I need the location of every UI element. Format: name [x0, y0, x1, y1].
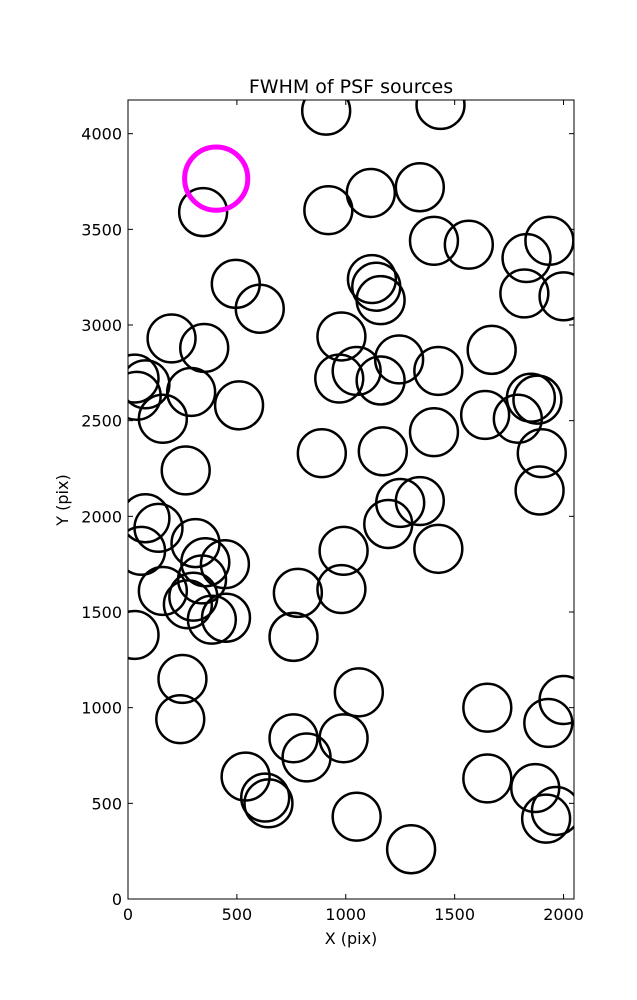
- chart-title: FWHM of PSF sources: [249, 76, 453, 98]
- psf-source-point-24: [137, 393, 189, 444]
- psf-source-point-21: [128, 353, 160, 404]
- psf-source-point-1: [415, 100, 466, 131]
- plot-frame: [127, 99, 575, 900]
- psf-source-point-41: [514, 465, 565, 516]
- y-tick-label-0: 0: [112, 890, 122, 909]
- psf-source-point-56: [186, 594, 238, 645]
- psf-source-point-79: [331, 791, 382, 842]
- psf-source-point-38: [296, 427, 348, 479]
- psf-source-point-17: [146, 313, 197, 364]
- psf-source-point-4: [345, 167, 397, 219]
- psf-source-point-11: [234, 283, 285, 334]
- x-tick-label-1: 500: [222, 905, 253, 924]
- psf-source-point-29: [355, 355, 406, 406]
- psf-source-point-80: [385, 824, 437, 875]
- psf-source-point-31: [413, 345, 464, 397]
- psf-source-point-48: [413, 523, 464, 575]
- psf-source-point-7: [443, 219, 495, 270]
- psf-source-point-65: [333, 667, 385, 718]
- psf-source-point-74: [243, 778, 294, 829]
- psf-source-point-32: [459, 389, 511, 441]
- psf-source-point-26: [213, 380, 265, 431]
- psf-source-point-28: [331, 345, 382, 397]
- psf-source-point-15: [499, 268, 550, 319]
- y-tick-label-2: 1000: [81, 699, 122, 718]
- psf-source-point-16: [538, 271, 574, 322]
- y-tick-label-3: 1500: [81, 603, 122, 622]
- psf-source-point-18: [179, 322, 230, 374]
- psf-source-point-66: [462, 682, 513, 733]
- psf-source-point-35: [512, 374, 563, 425]
- psf-source-point-25: [165, 366, 217, 418]
- y-tick-label-4: 2000: [81, 507, 122, 526]
- psf-source-point-77: [530, 785, 574, 837]
- psf-source-point-0: [300, 100, 352, 136]
- x-tick-label-2: 1000: [325, 905, 366, 924]
- psf-source-point-36: [408, 406, 460, 458]
- psf-source-point-44: [128, 525, 167, 576]
- ticks-layer: 0 500 1000 1500 2000 0 500 1000 1500 2000 2500 3000…: [81, 100, 584, 924]
- psf-source-point-63: [157, 653, 208, 705]
- psf-source-point-30: [373, 334, 425, 385]
- marks-layer: [128, 100, 574, 875]
- psf-source-point-71: [318, 713, 369, 764]
- psf-source-point-53: [137, 565, 189, 617]
- psf-source-point-64: [155, 693, 206, 745]
- psf-source-point-9: [524, 215, 574, 267]
- y-axis-title: Y (pix): [53, 474, 72, 526]
- psf-source-point-2: [177, 186, 229, 238]
- psf-source-point-59: [318, 525, 369, 576]
- y-tick-label-6: 3000: [81, 316, 122, 335]
- psf-source-point-39: [357, 426, 408, 477]
- psf-source-point-37: [160, 445, 211, 496]
- psf-source-point-5: [394, 162, 446, 213]
- psf-source-point-58: [272, 567, 324, 619]
- psf-source-point-73: [239, 772, 291, 823]
- psf-source-point-19: [316, 311, 367, 362]
- y-tick-label-7: 3500: [81, 220, 122, 239]
- psf-source-point-6: [408, 215, 460, 267]
- psf-source-point-14: [355, 274, 406, 326]
- y-tick-label-5: 2500: [81, 412, 122, 431]
- psf-source-point-61: [128, 609, 160, 661]
- psf-source-point-75: [462, 753, 513, 804]
- psf-source-point-10: [210, 258, 262, 310]
- psf-source-point-68: [523, 697, 574, 749]
- psf-source-point-69: [268, 713, 319, 764]
- y-tick-label-8: 4000: [81, 125, 122, 144]
- y-tick-label-1: 500: [91, 794, 122, 813]
- x-tick-label-3: 1500: [434, 905, 475, 924]
- psf-source-point-78: [520, 793, 572, 844]
- psf-source-point-47: [363, 498, 414, 550]
- psf-source-point-57: [200, 592, 252, 643]
- psf-source-point-42: [128, 493, 171, 544]
- psf-source-point-60: [316, 563, 367, 615]
- x-tick-label-4: 2000: [543, 905, 584, 924]
- psf-source-point-3: [303, 185, 354, 236]
- x-tick-label-0: 0: [123, 905, 133, 924]
- psf-source-point-62: [268, 611, 319, 663]
- psf-source-point-40: [516, 427, 567, 479]
- psf-source-point-12: [346, 253, 398, 305]
- x-axis-title: X (pix): [325, 929, 378, 948]
- psf-source-point-20: [466, 324, 517, 376]
- psf-source-point-54: [162, 579, 214, 630]
- highlighted-psf-source: [182, 144, 251, 213]
